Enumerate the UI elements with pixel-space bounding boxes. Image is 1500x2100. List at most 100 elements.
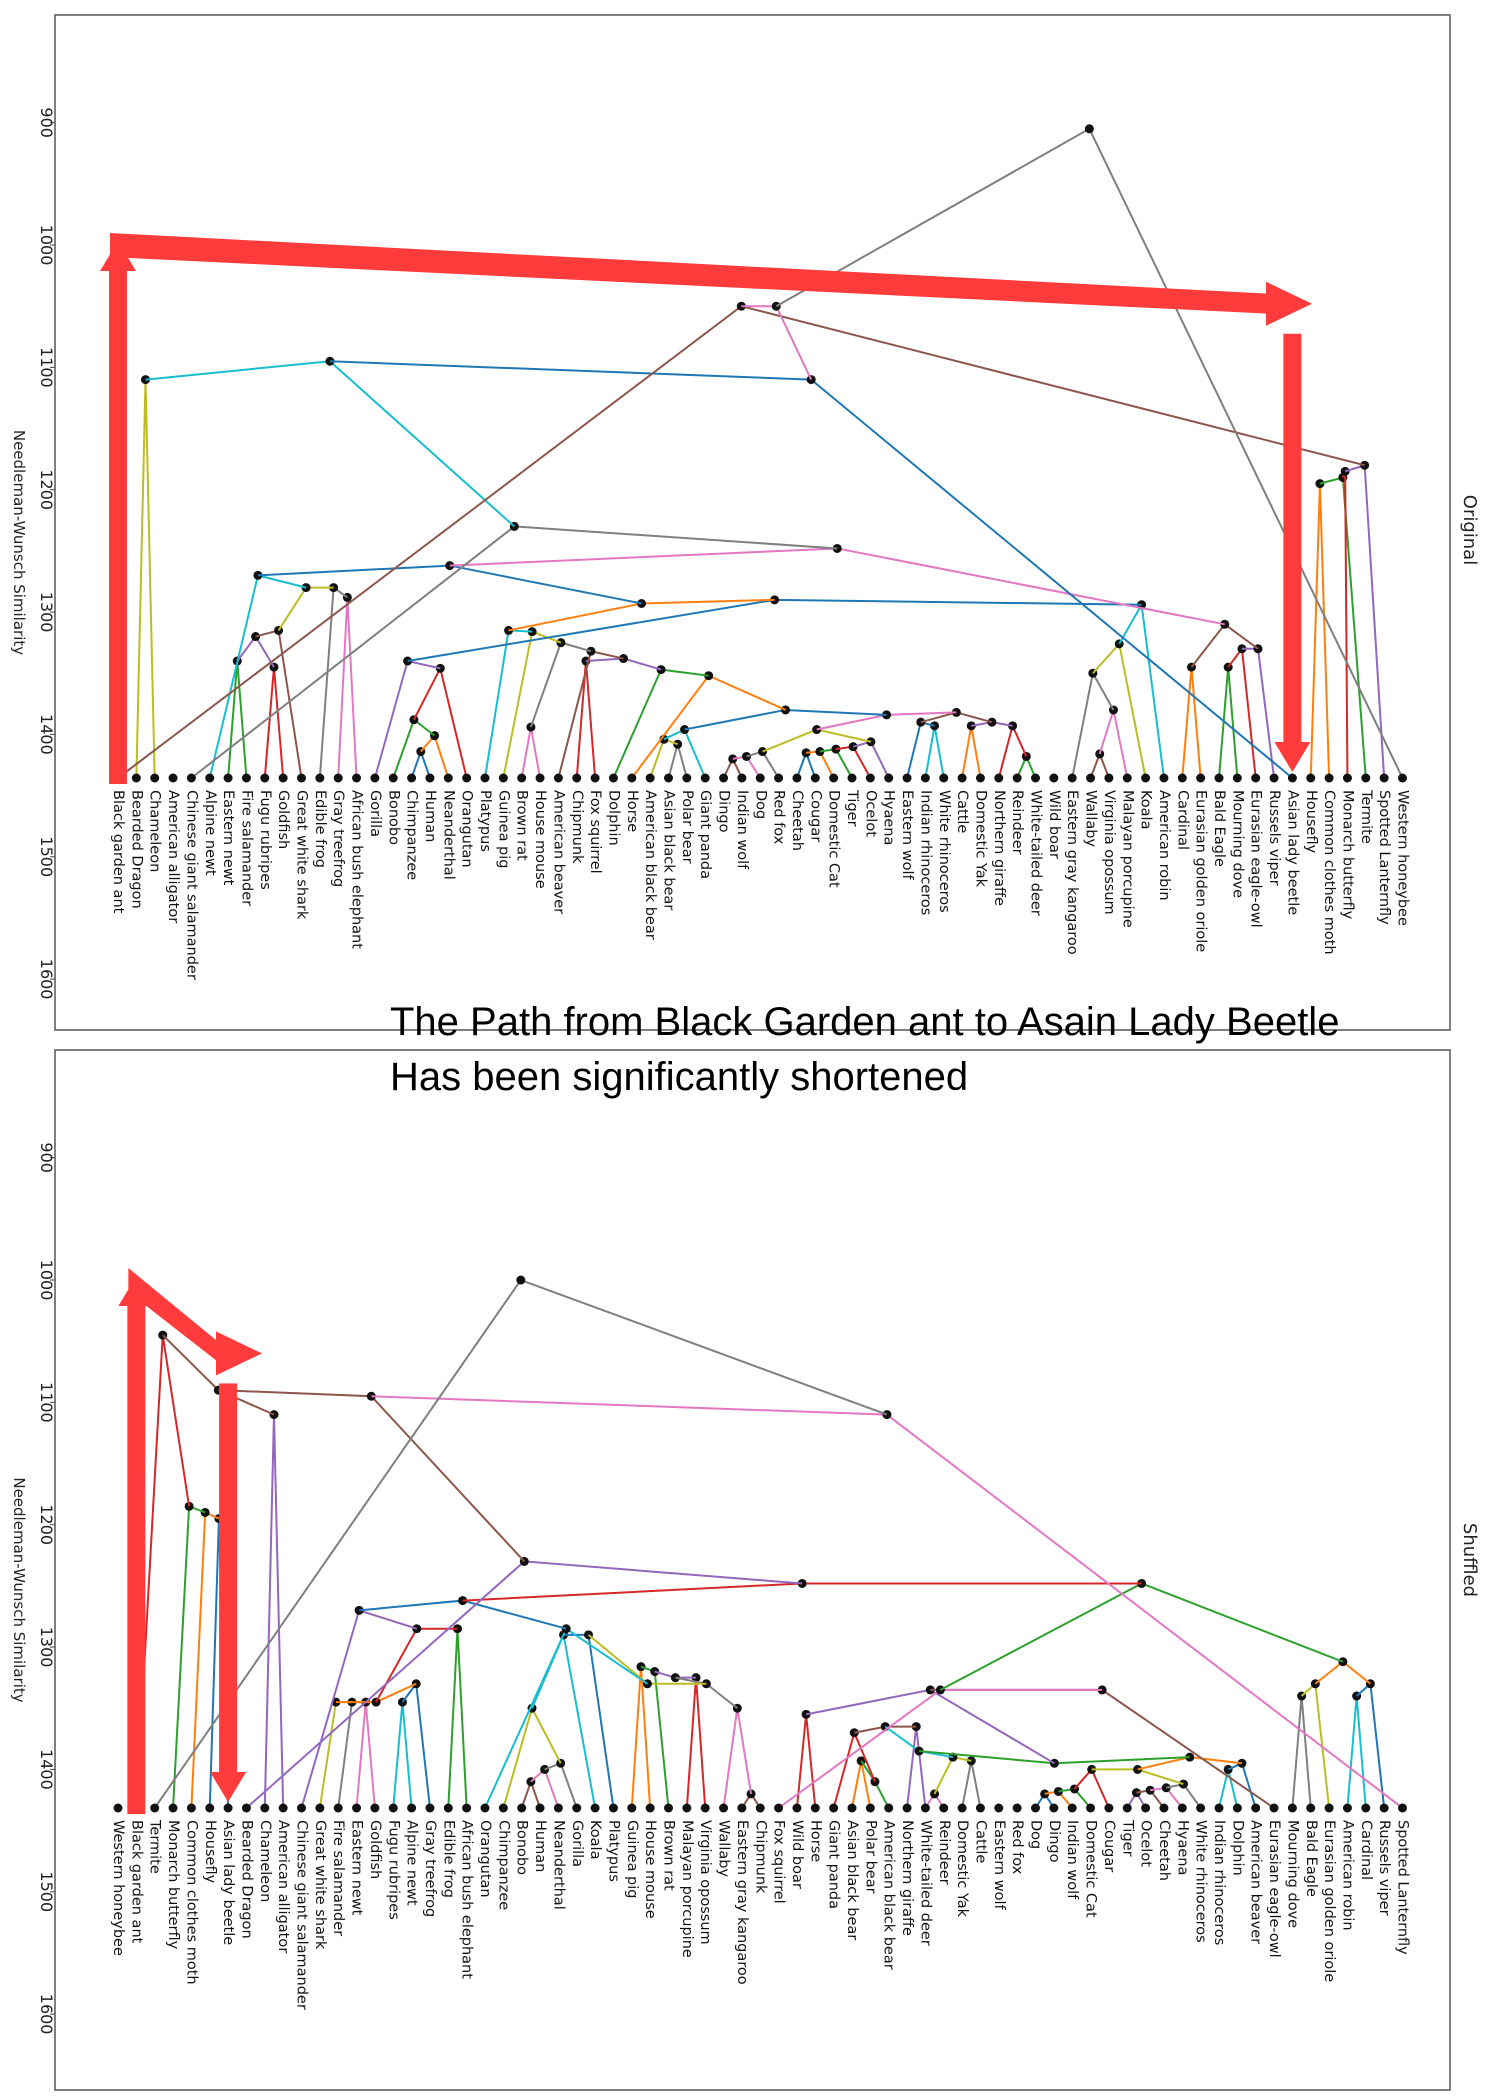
leaf-node bbox=[1324, 773, 1334, 783]
highlight-arrow bbox=[127, 1306, 146, 1814]
leaf-node bbox=[1086, 773, 1096, 783]
merge-node bbox=[882, 710, 892, 720]
leaf-label: Malayan porcupine bbox=[1119, 790, 1135, 928]
leaf-node bbox=[865, 1803, 875, 1813]
merge-node bbox=[1095, 749, 1105, 759]
leaf-label: Gorilla bbox=[569, 1820, 585, 1867]
leaf-label: Neanderthal bbox=[440, 790, 456, 880]
leaf-node bbox=[1049, 1803, 1059, 1813]
leaf-label: Termite bbox=[1358, 789, 1374, 844]
leaf-label: Alpine newt bbox=[202, 790, 218, 876]
leaf-node bbox=[1251, 773, 1261, 783]
leaf-node bbox=[150, 773, 160, 783]
leaf-node bbox=[884, 773, 894, 783]
merge-node bbox=[435, 663, 445, 673]
leaf-label: Black garden ant bbox=[110, 790, 126, 914]
leaf-label: Black garden ant bbox=[128, 1820, 144, 1944]
leaf-node bbox=[1214, 1803, 1224, 1813]
leaf-node bbox=[1361, 1803, 1371, 1813]
leaf-label: Malayan porcupine bbox=[679, 1820, 695, 1958]
leaf-label: Western honeybee bbox=[110, 1820, 126, 1956]
leaf-node bbox=[131, 773, 141, 783]
merge-node bbox=[987, 717, 997, 727]
leaf-label: Bearded Dragon bbox=[128, 790, 144, 909]
leaf-label: Fire salamander bbox=[238, 790, 254, 906]
leaf-label: Edible frog bbox=[312, 790, 328, 868]
highlight-arrow bbox=[219, 1383, 238, 1778]
merge-node bbox=[701, 1679, 711, 1689]
leaf-label: Mourning dove bbox=[1229, 790, 1245, 898]
leaf-node bbox=[1214, 773, 1224, 783]
leaf-label: Bonobo bbox=[385, 790, 401, 845]
leaf-label: Polar bear bbox=[679, 790, 695, 864]
leaf-label: Dingo bbox=[1046, 1820, 1062, 1863]
y-tick-label: 1000 bbox=[37, 1260, 56, 1301]
leaf-node bbox=[737, 1803, 747, 1813]
leaf-node bbox=[1012, 773, 1022, 783]
leaf-node bbox=[627, 773, 637, 783]
leaf-node bbox=[774, 773, 784, 783]
leaf-label: Eastern newt bbox=[349, 1820, 365, 1916]
leaf-node bbox=[113, 1803, 123, 1813]
leaf-label: Neanderthal bbox=[550, 1820, 566, 1910]
merge-node bbox=[930, 721, 940, 731]
leaf-node bbox=[517, 773, 527, 783]
leaf-node bbox=[1306, 773, 1316, 783]
leaf-label: Eurasian eagle-owl bbox=[1266, 1820, 1282, 1958]
leaf-node bbox=[792, 1803, 802, 1813]
leaf-label: Tiger bbox=[844, 789, 860, 827]
leaf-node bbox=[682, 1803, 692, 1813]
leaf-label: Gray treefrog bbox=[422, 1820, 438, 1917]
leaf-node bbox=[1324, 1803, 1334, 1813]
leaf-label: Western honeybee bbox=[1395, 790, 1411, 926]
highlight-arrow bbox=[210, 1772, 247, 1802]
leaf-node bbox=[755, 1803, 765, 1813]
leaf-node bbox=[1379, 1803, 1389, 1813]
leaf-label: Horse bbox=[807, 1820, 823, 1862]
leaf-label: Alpine newt bbox=[404, 1820, 420, 1906]
leaf-label: Asian lady beetle bbox=[220, 1820, 236, 1945]
leaf-label: Dolphin bbox=[605, 790, 621, 846]
leaf-label: Gorilla bbox=[367, 790, 383, 837]
leaf-node bbox=[700, 1803, 710, 1813]
leaf-node bbox=[370, 1803, 380, 1813]
highlight-arrow bbox=[1283, 333, 1302, 748]
merge-node bbox=[354, 1605, 364, 1615]
leaf-label: Edible frog bbox=[440, 1820, 456, 1898]
leaf-node bbox=[975, 1803, 985, 1813]
leaf-node bbox=[1159, 1803, 1169, 1813]
leaf-node bbox=[168, 773, 178, 783]
leaf-label: Chipmunk bbox=[569, 790, 585, 864]
leaf-label: Fugu rubripes bbox=[257, 790, 273, 890]
leaf-node bbox=[792, 773, 802, 783]
leaf-node bbox=[957, 773, 967, 783]
leaf-label: Koala bbox=[587, 1820, 603, 1859]
leaf-node bbox=[278, 1803, 288, 1813]
leaf-node bbox=[645, 1803, 655, 1813]
leaf-label: House mouse bbox=[532, 790, 548, 889]
leaf-label: Wild boar bbox=[1046, 790, 1062, 859]
leaf-label: Chimpanzee bbox=[404, 790, 420, 880]
plot-frame bbox=[54, 1049, 1451, 2091]
leaf-label: American beaver bbox=[550, 790, 566, 914]
leaf-node bbox=[535, 773, 545, 783]
leaf-label: Reindeer bbox=[1009, 790, 1025, 855]
leaf-node bbox=[186, 773, 196, 783]
leaf-node bbox=[590, 1803, 600, 1813]
leaf-label: Giant panda bbox=[697, 790, 713, 879]
leaf-label: Bonobo bbox=[514, 1820, 530, 1875]
merge-node bbox=[680, 725, 690, 735]
leaf-label: Cardinal bbox=[1174, 790, 1190, 850]
leaf-label: American beaver bbox=[1248, 1820, 1264, 1944]
leaf-label: Ocelot bbox=[862, 790, 878, 837]
leaf-label: Spotted Lanternfly bbox=[1395, 1820, 1411, 1955]
leaf-node bbox=[608, 773, 618, 783]
merge-node bbox=[797, 1578, 807, 1588]
leaf-node bbox=[186, 1803, 196, 1813]
leaf-label: Monarch butterfly bbox=[165, 1820, 181, 1950]
leaf-node bbox=[315, 1803, 325, 1813]
leaf-label: African bush elephant bbox=[459, 1820, 475, 1979]
leaf-node bbox=[333, 773, 343, 783]
leaf-label: Reindeer bbox=[936, 1820, 952, 1885]
leaf-node bbox=[682, 773, 692, 783]
